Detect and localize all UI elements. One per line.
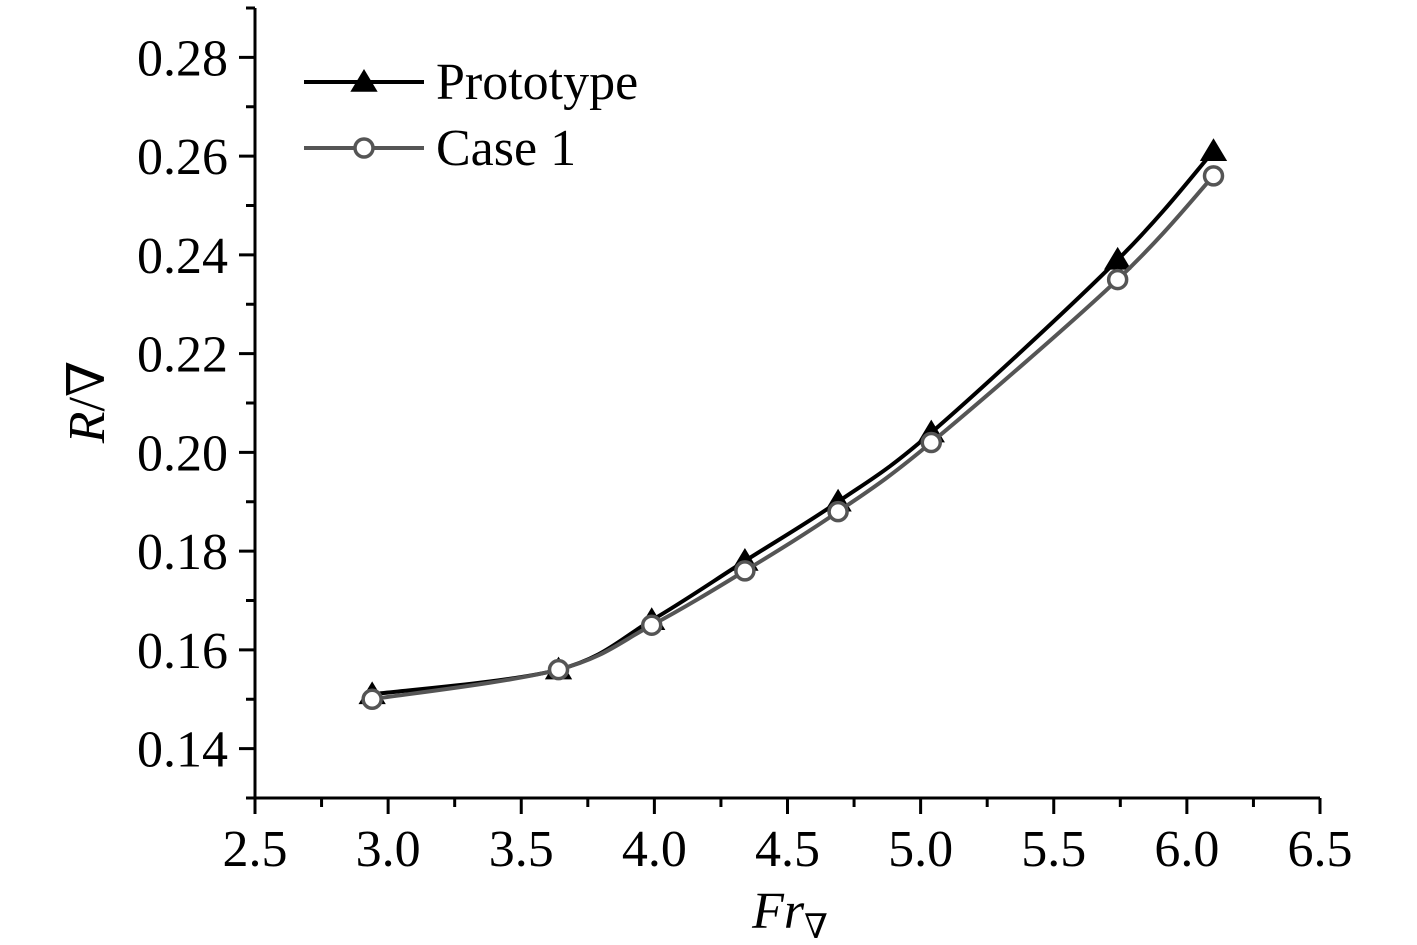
series-line [371, 174, 1215, 702]
series-prototype [358, 138, 1228, 705]
data-point-triangle [1199, 138, 1228, 161]
x-tick-label: 4.0 [622, 821, 687, 878]
x-axis-title: Fr∇ [751, 883, 828, 945]
data-point-circle [640, 614, 663, 636]
x-axis-title-main: Fr [751, 883, 805, 940]
x-tick-label: 5.0 [888, 821, 953, 878]
data-point-triangle [1104, 246, 1132, 270]
y-axis-title-main: R [59, 412, 116, 445]
y-axis-title: R/∇ [59, 361, 116, 445]
legend-item-case-1: Case 1 [304, 120, 576, 177]
data-point-circle [734, 560, 756, 582]
axes: 2.5 3.0 3.5 4.0 4.5 5.0 5.5 6.0 6.5 0.14 0.16 0.18 0… [137, 6, 1353, 878]
x-tick-label: 3.0 [356, 821, 421, 878]
legend: Prototype Case 1 [304, 54, 638, 177]
x-tick-label: 3.5 [489, 821, 554, 878]
y-tick-label: 0.26 [137, 129, 228, 186]
y-tick-label: 0.28 [137, 30, 228, 87]
series-layer [358, 138, 1228, 710]
y-tick-label: 0.16 [137, 623, 228, 680]
y-tick-label: 0.22 [137, 327, 228, 384]
data-point-circle [547, 658, 570, 681]
y-tick-label: 0.20 [137, 425, 228, 482]
series-case-1 [361, 165, 1225, 710]
series-line [371, 149, 1216, 697]
y-tick-label: 0.14 [137, 722, 228, 779]
data-point-circle [1106, 268, 1129, 291]
x-tick-label: 4.5 [755, 821, 820, 878]
x-tick-label: 5.5 [1021, 821, 1086, 878]
x-tick-label: 6.5 [1288, 821, 1353, 878]
data-point-circle [361, 688, 383, 710]
legend-item-prototype: Prototype [304, 54, 638, 111]
y-axis-title-suffix: /∇ [59, 361, 116, 412]
data-point-circle [1202, 165, 1225, 187]
data-point-circle [827, 500, 849, 523]
legend-triangle-marker [350, 69, 378, 92]
legend-circle-marker [353, 137, 375, 159]
x-axis-title-subscript: ∇ [804, 909, 828, 945]
legend-label: Case 1 [436, 120, 576, 177]
legend-label: Prototype [436, 54, 638, 111]
y-tick-label: 0.18 [137, 524, 228, 581]
data-point-circle [920, 431, 943, 454]
y-tick-label: 0.24 [137, 228, 228, 285]
x-tick-label: 6.0 [1154, 821, 1219, 878]
x-tick-label: 2.5 [223, 821, 288, 878]
